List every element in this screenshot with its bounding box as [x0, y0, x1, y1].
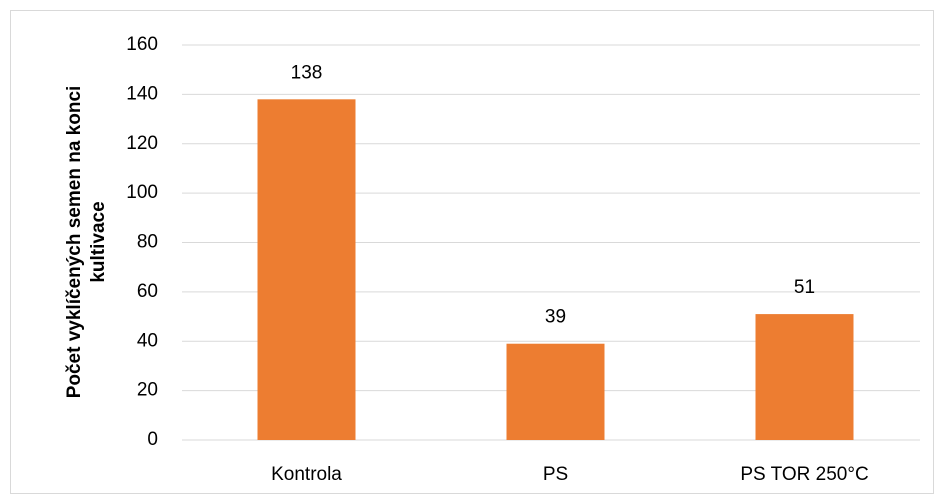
y-tick-label: 20 [137, 380, 158, 401]
y-tick-label: 40 [137, 330, 158, 351]
data-label: 39 [545, 307, 566, 328]
y-axis-label: Počet vyklíčených semen na konci [64, 86, 85, 399]
y-tick-label: 60 [137, 281, 158, 302]
y-tick-label: 120 [126, 133, 158, 154]
x-tick-label: PS TOR 250°C [740, 464, 868, 485]
y-tick-label: 0 [147, 429, 158, 450]
data-label: 138 [291, 62, 323, 83]
data-label: 51 [794, 277, 815, 298]
x-tick-label: PS [543, 464, 568, 485]
y-tick-label: 80 [137, 232, 158, 253]
x-tick-label: Kontrola [271, 464, 342, 485]
y-tick-label: 160 [126, 34, 158, 55]
y-tick-label: 140 [126, 83, 158, 104]
y-axis-label: kultivace [88, 201, 109, 282]
y-tick-label: 100 [126, 182, 158, 203]
bar [506, 343, 605, 440]
bar [257, 99, 356, 440]
bar [755, 314, 854, 440]
